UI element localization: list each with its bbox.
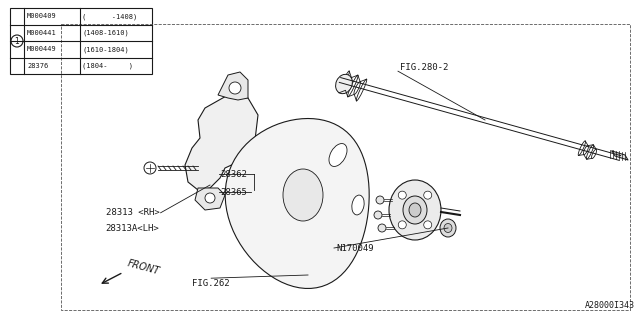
Polygon shape [185,95,258,190]
Circle shape [424,191,432,199]
Text: N170049: N170049 [336,244,374,252]
Polygon shape [195,188,225,210]
Ellipse shape [283,169,323,221]
Circle shape [229,82,241,94]
Circle shape [398,191,406,199]
Text: 28313A<LH>: 28313A<LH> [106,224,159,233]
Ellipse shape [329,144,347,166]
Polygon shape [612,151,628,160]
Circle shape [424,221,432,229]
Circle shape [378,224,386,232]
Text: M000409: M000409 [27,13,57,19]
Polygon shape [225,118,369,288]
Ellipse shape [352,195,364,215]
Text: FIG.262: FIG.262 [193,279,230,288]
Text: FRONT: FRONT [127,258,161,276]
Text: (1408-1610): (1408-1610) [82,29,129,36]
Ellipse shape [403,196,427,224]
Text: M000449: M000449 [27,46,57,52]
Polygon shape [218,72,248,100]
Ellipse shape [444,223,452,233]
Circle shape [398,221,406,229]
Text: 1: 1 [15,36,19,45]
Ellipse shape [409,203,421,217]
Text: A28000I343: A28000I343 [585,301,635,310]
Circle shape [205,193,215,203]
Circle shape [376,196,384,204]
Text: (1610-1804): (1610-1804) [82,46,129,52]
Text: 28376: 28376 [27,63,48,69]
Ellipse shape [335,74,353,94]
Text: 28313 <RH>: 28313 <RH> [106,208,159,217]
Text: (1804-     ): (1804- ) [82,62,133,69]
Text: 28365: 28365 [221,188,248,196]
Ellipse shape [440,219,456,237]
Text: M000441: M000441 [27,30,57,36]
Circle shape [374,211,382,219]
Text: (      -1408): ( -1408) [82,13,137,20]
Ellipse shape [389,180,441,240]
Text: 28362: 28362 [221,170,248,179]
Text: FIG.280-2: FIG.280-2 [400,63,449,72]
